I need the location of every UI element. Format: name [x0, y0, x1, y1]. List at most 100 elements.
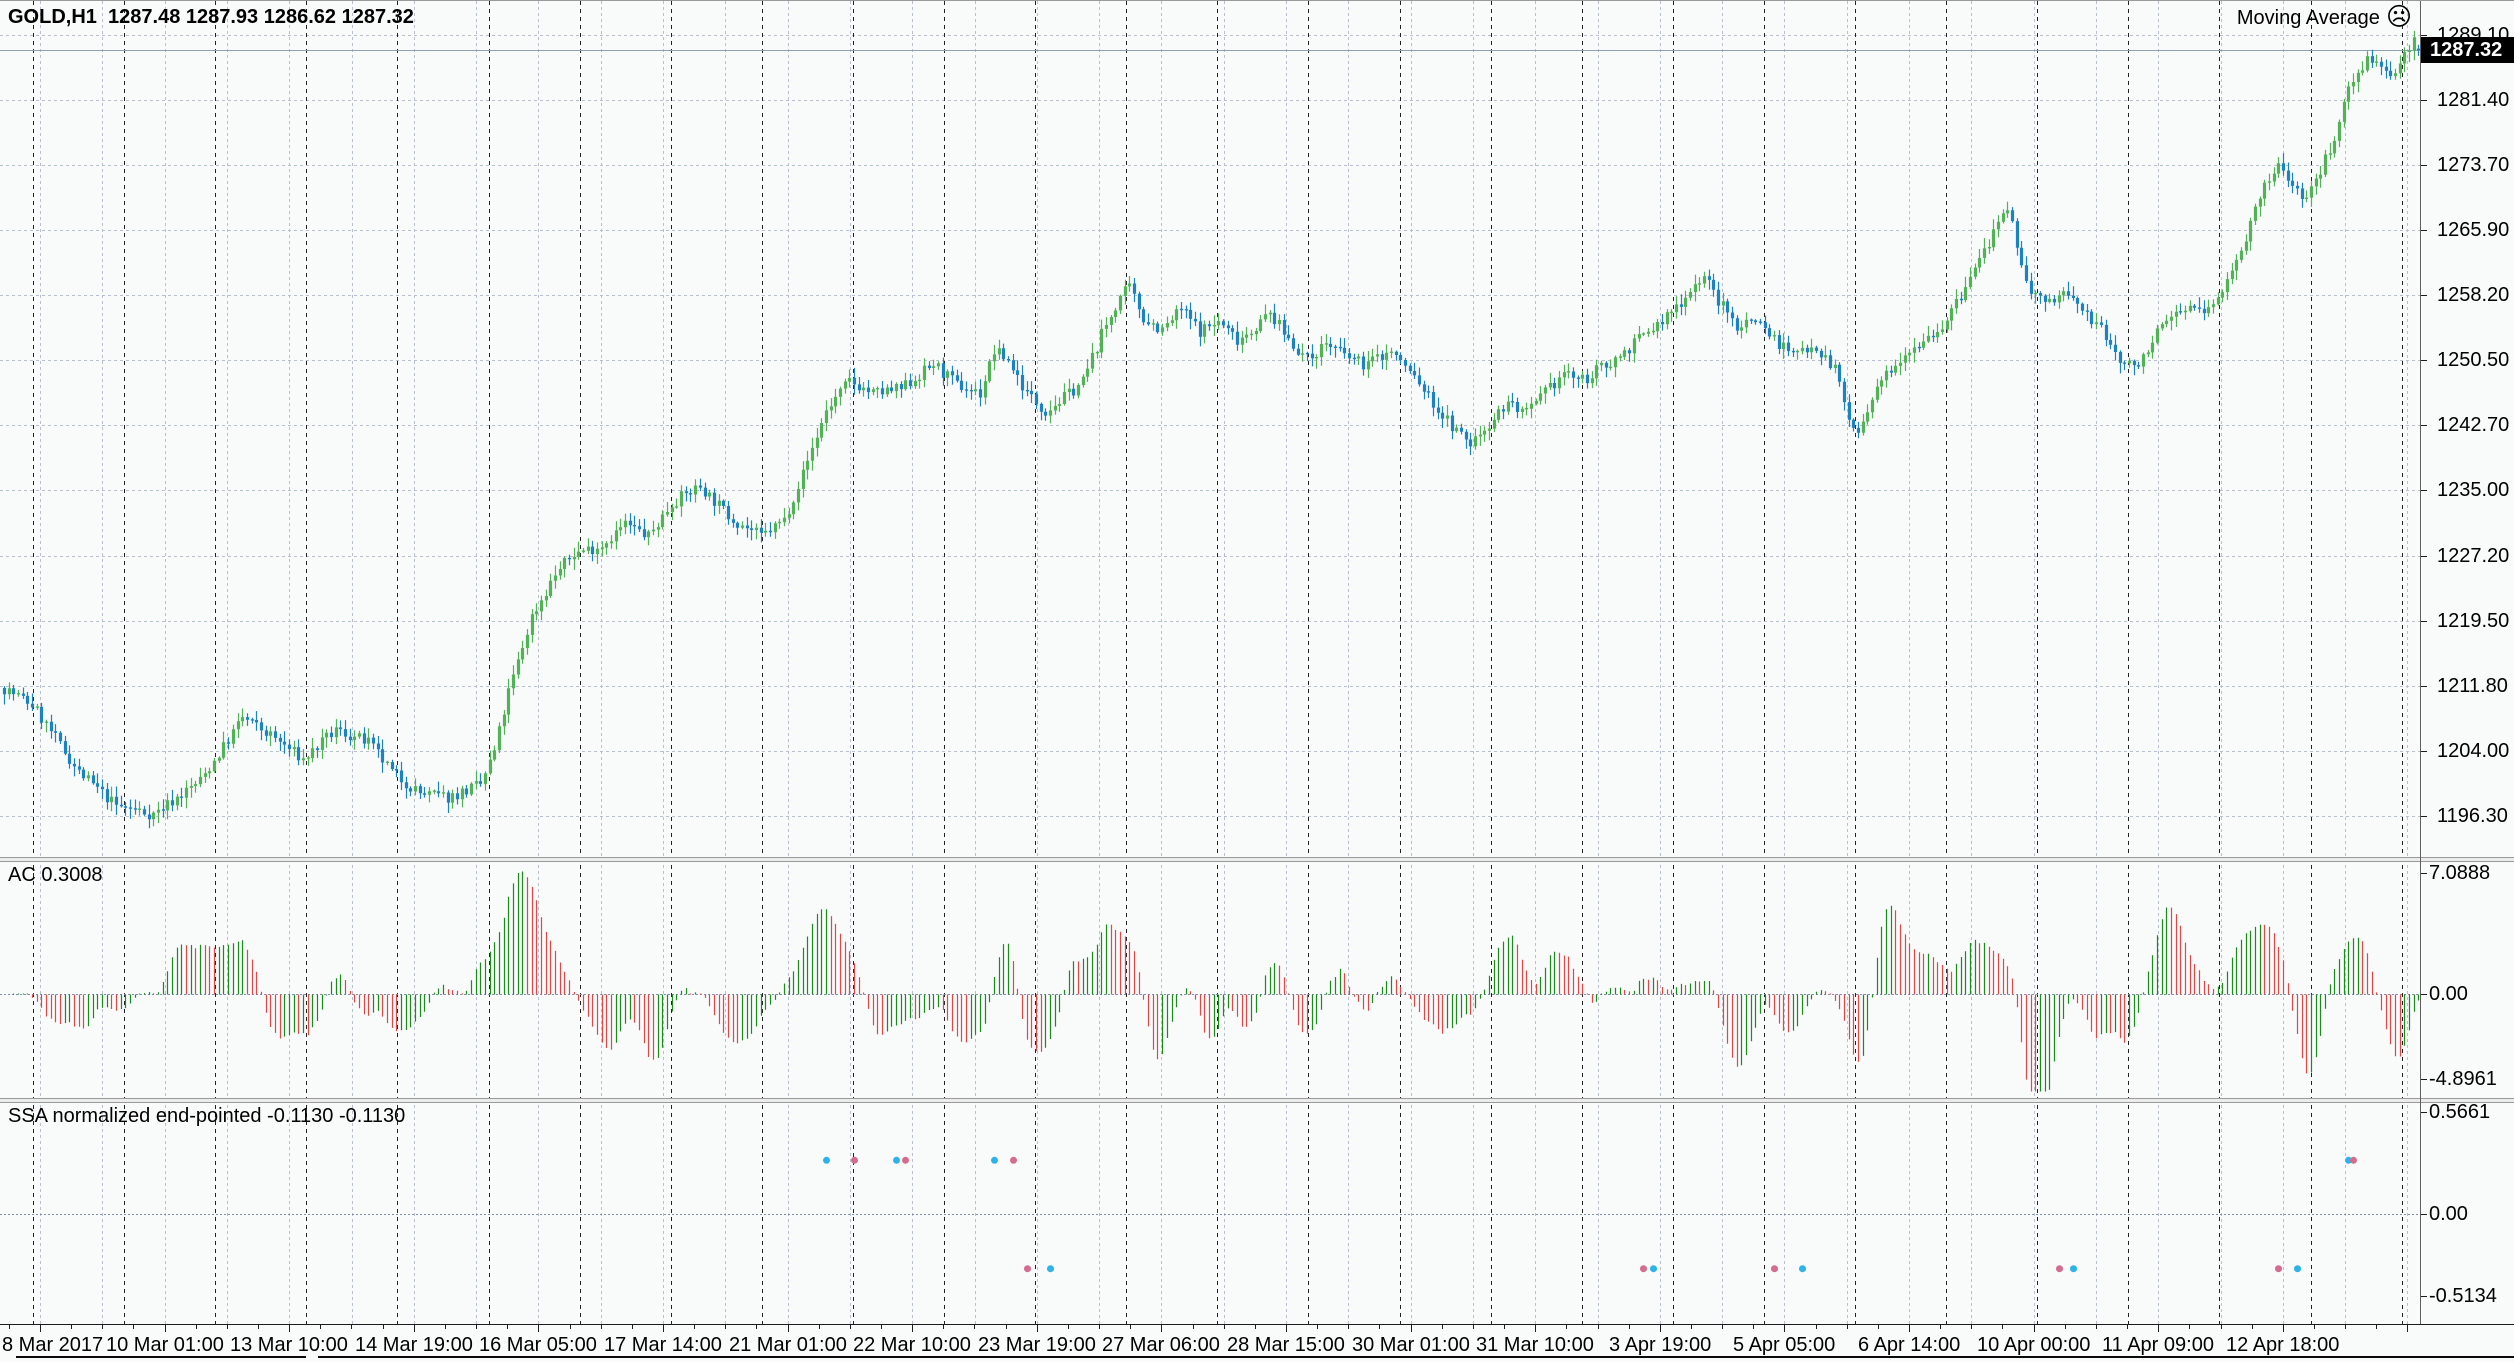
time-axis-label: 5 Apr 05:00: [1733, 1334, 1836, 1356]
axis-tick: [2421, 35, 2427, 36]
time-axis-tick: [71, 1325, 72, 1329]
price-axis-label: 1258.20: [2437, 284, 2510, 306]
ac-panel-title: AC 0.3008: [8, 864, 103, 886]
time-axis-tick: [2002, 1325, 2003, 1329]
time-axis-tick: [196, 1325, 197, 1329]
chart-ohlc-header: GOLD,H1 1287.48 1287.93 1286.62 1287.32: [8, 6, 414, 28]
ssa-dot-blue: [2070, 1265, 2077, 1273]
time-axis-tick: [383, 1325, 384, 1329]
time-axis-tick: [1006, 1325, 1007, 1329]
time-axis-tick: [2283, 1325, 2284, 1332]
ssa-dot-pink: [851, 1156, 858, 1164]
time-axis-tick: [1286, 1325, 1287, 1332]
symbol-timeframe-label: GOLD,H1: [8, 6, 97, 28]
time-axis-tick: [507, 1325, 508, 1329]
panel-separator-ssa[interactable]: [0, 1098, 2514, 1103]
axis-tick: [2421, 686, 2427, 687]
time-axis-tick: [351, 1325, 352, 1329]
time-axis-tick: [476, 1325, 477, 1329]
ssa-axis-label: -0.5134: [2429, 1285, 2497, 1307]
indicator-name-label: Moving Average: [2236, 6, 2380, 29]
time-axis-tick: [1068, 1325, 1069, 1329]
axis-tick: [2421, 165, 2427, 166]
time-axis-tick: [1847, 1325, 1848, 1329]
time-axis-tick: [1753, 1325, 1754, 1329]
axis-tick: [2421, 425, 2427, 426]
ssa-dot-pink: [1010, 1156, 1017, 1164]
time-axis-tick: [414, 1325, 415, 1332]
axis-tick: [2421, 100, 2427, 101]
price-axis-label: 1273.70: [2437, 154, 2510, 176]
time-axis-label: 28 Mar 15:00: [1227, 1334, 1345, 1356]
time-axis-label: 3 Apr 19:00: [1609, 1334, 1712, 1356]
ssa-dot-pink: [2350, 1156, 2357, 1164]
time-axis-tick: [1878, 1325, 1879, 1329]
price-axis-label: 1204.00: [2437, 740, 2510, 762]
time-axis-label: 13 Mar 10:00: [230, 1334, 348, 1356]
time-axis-tick: [1037, 1325, 1038, 1332]
axis-tick: [2421, 1112, 2427, 1113]
ssa-dot-blue: [1047, 1265, 1054, 1273]
time-axis-tick: [1379, 1325, 1380, 1329]
time-axis-tick: [445, 1325, 446, 1329]
time-axis-tick: [1940, 1325, 1941, 1329]
time-axis-tick: [1598, 1325, 1599, 1329]
time-axis-tick: [2096, 1325, 2097, 1329]
time-axis-tick: [850, 1325, 851, 1329]
time-axis-tick: [1130, 1325, 1131, 1329]
price-axis[interactable]: 1289.10 1281.40 1273.70 1265.90 1258.20 1250.…: [2420, 1, 2514, 1324]
time-axis-tick: [725, 1325, 726, 1329]
time-axis-tick: [570, 1325, 571, 1329]
ssa-panel-title: SSA normalized end-pointed -0.1130 -0.11…: [8, 1105, 406, 1127]
time-axis-tick: [2221, 1325, 2222, 1329]
axis-tick: [2421, 490, 2427, 491]
axis-tick: [2421, 1079, 2427, 1080]
time-axis-tick: [1909, 1325, 1910, 1332]
time-axis-tick: [756, 1325, 757, 1329]
time-axis-tick: [1348, 1325, 1349, 1329]
time-axis-tick: [601, 1325, 602, 1329]
time-axis-label: 21 Mar 01:00: [729, 1334, 847, 1356]
time-axis-label: 10 Apr 00:00: [1977, 1334, 2091, 1356]
axis-tick: [2421, 621, 2427, 622]
time-axis[interactable]: 8 Mar 2017 10 Mar 01:00 13 Mar 10:00 14 Mar…: [0, 1324, 2514, 1362]
time-axis-label: 10 Mar 01:00: [106, 1334, 224, 1356]
time-axis-tick: [1535, 1325, 1536, 1332]
time-axis-tick: [632, 1325, 633, 1329]
panel-separator-ac[interactable]: [0, 857, 2514, 862]
sad-face-icon: ☹: [2385, 3, 2412, 31]
time-axis-label: 14 Mar 19:00: [355, 1334, 473, 1356]
time-axis-tick: [1161, 1325, 1162, 1332]
ssa-dot-pink: [2056, 1265, 2063, 1273]
time-axis-tick: [2158, 1325, 2159, 1332]
time-axis-tick: [2189, 1325, 2190, 1329]
time-axis-tick: [1722, 1325, 1723, 1329]
time-axis-label: 8 Mar 2017: [2, 1334, 104, 1356]
time-axis-tick: [1816, 1325, 1817, 1329]
current-price-tag: 1287.32: [2421, 37, 2514, 63]
time-axis-tick: [1442, 1325, 1443, 1329]
time-axis-tick: [227, 1325, 228, 1329]
ssa-dot-pink: [2275, 1265, 2282, 1273]
axis-tick: [2421, 873, 2427, 874]
time-axis-tick: [2252, 1325, 2253, 1329]
price-axis-label: 1235.00: [2437, 479, 2510, 501]
price-axis-label: 1211.80: [2437, 675, 2508, 697]
ssa-dot-pink: [1640, 1265, 1647, 1273]
time-axis-tick: [1566, 1325, 1567, 1329]
axis-tick: [2421, 230, 2427, 231]
axis-tick: [2421, 751, 2427, 752]
time-axis-label: 31 Mar 10:00: [1476, 1334, 1594, 1356]
price-axis-label: 1196.30: [2437, 805, 2508, 827]
ssa-axis-label: 0.5661: [2429, 1101, 2491, 1123]
axis-tick: [2421, 1214, 2427, 1215]
ssa-dot-pink: [1024, 1265, 1031, 1273]
time-axis-tick: [9, 1325, 10, 1329]
ohlc-values: 1287.48 1287.93 1286.62 1287.32: [108, 6, 414, 28]
chart-canvas[interactable]: [0, 1, 2420, 1335]
ssa-dot-blue: [893, 1156, 900, 1164]
ac-axis-label: 7.0888: [2429, 862, 2491, 884]
indicator-status-badge: Moving Average ☹: [2237, 5, 2412, 30]
price-axis-label: 1227.20: [2437, 545, 2510, 567]
